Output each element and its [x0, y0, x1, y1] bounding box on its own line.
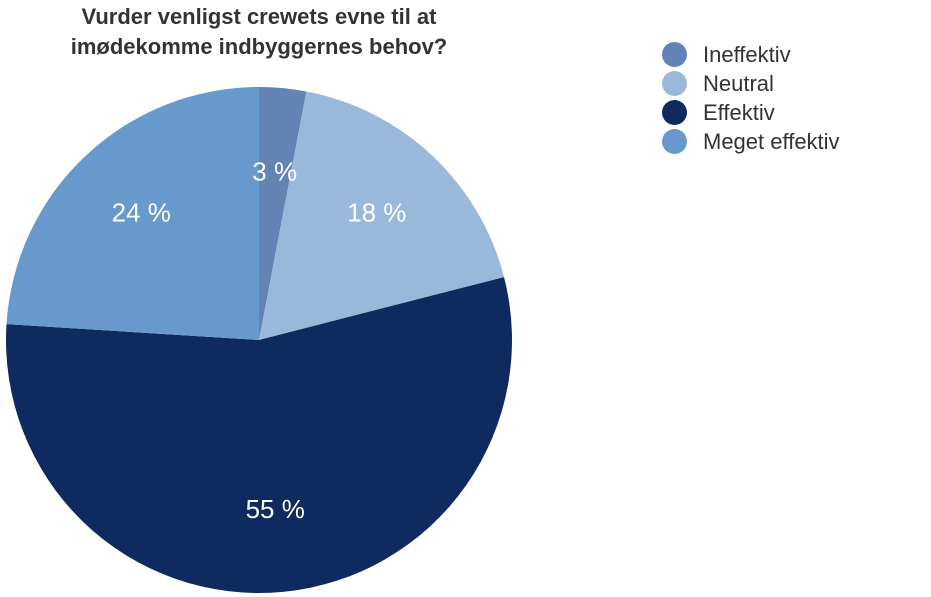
pie-slice-meget-effektiv: [6, 87, 259, 340]
data-label-meget-effektiv: 24 %: [112, 197, 171, 227]
pie-slice-effektiv: [6, 277, 513, 594]
chart-title-line-1: Vurder venligst crewets evne til at: [81, 4, 437, 29]
legend-swatch: [662, 42, 687, 67]
legend-label: Ineffektiv: [703, 41, 791, 67]
legend-label: Neutral: [703, 70, 774, 96]
legend-label: Meget effektiv: [703, 128, 840, 154]
chart-title-line-2: imødekomme indbyggernes behov?: [70, 34, 448, 59]
data-label-effektiv: 55 %: [246, 494, 305, 524]
legend-item-neutral: Neutral: [662, 69, 840, 98]
data-label-neutral: 18 %: [347, 197, 406, 227]
data-label-ineffektiv: 3 %: [252, 157, 297, 187]
legend-item-ineffektiv: Ineffektiv: [662, 40, 840, 69]
pie-slice-neutral: [259, 91, 505, 340]
legend-label: Effektiv: [703, 99, 775, 125]
chart-title: Vurder venligst crewets evne til at imød…: [18, 2, 500, 62]
legend-item-meget-effektiv: Meget effektiv: [662, 127, 840, 156]
legend: Ineffektiv Neutral Effektiv Meget effektiv: [662, 40, 840, 156]
legend-swatch: [662, 129, 687, 154]
legend-swatch: [662, 71, 687, 96]
legend-swatch: [662, 100, 687, 125]
pie-slice-ineffektiv: [259, 87, 307, 340]
legend-item-effektiv: Effektiv: [662, 98, 840, 127]
